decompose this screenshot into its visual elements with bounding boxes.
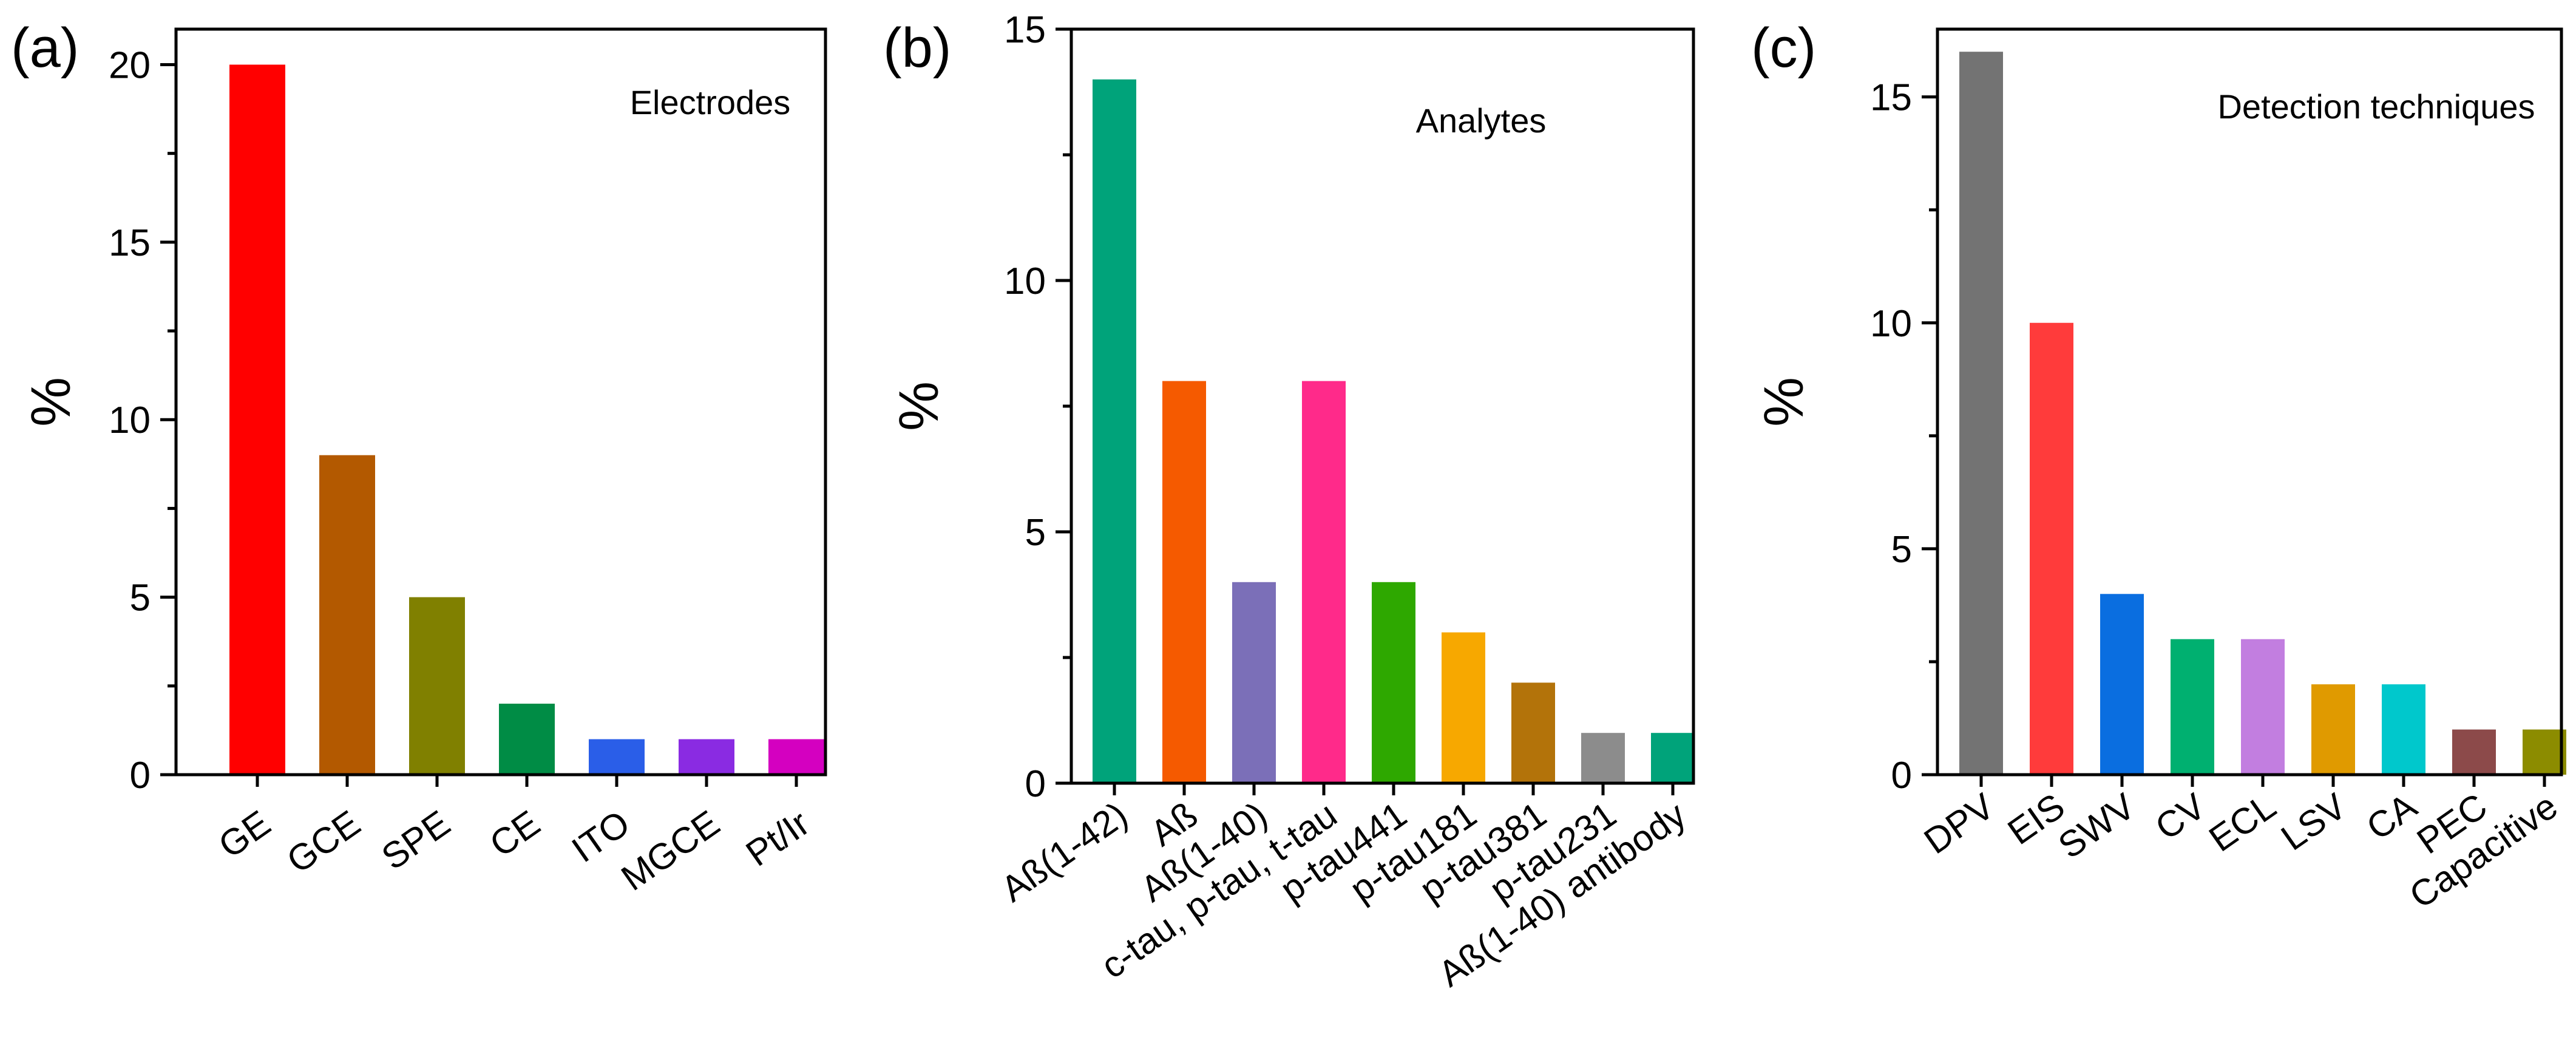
panel-label: (a) [11, 17, 79, 79]
y-tick-label: 10 [1870, 303, 1912, 345]
y-tick-label: 5 [1025, 512, 1046, 554]
bar-a-1-40- [1232, 582, 1276, 783]
bar-lsv [2311, 684, 2355, 775]
x-category-label: Pt/Ir [739, 803, 817, 874]
bar-ge [229, 64, 285, 775]
x-category-label: CA [2359, 786, 2424, 848]
plot-frame [174, 27, 827, 777]
y-tick-label: 10 [1004, 260, 1046, 302]
y-tick-label: 0 [1025, 763, 1046, 805]
bar-ecl [2241, 639, 2285, 775]
x-category-label: Aß(1-42) [994, 794, 1134, 910]
bar-spe [409, 597, 465, 775]
x-category-label: MGCE [614, 803, 727, 899]
x-category-label: DPV [1917, 786, 2001, 862]
y-axis-title: % [888, 381, 950, 431]
bar-eis [2030, 322, 2073, 775]
bar-a-1-40-antibody [1651, 733, 1695, 783]
y-tick-label: 0 [130, 755, 151, 797]
bar-ca [2382, 684, 2425, 775]
chart-title: Electrodes [630, 83, 791, 121]
y-tick-label: 10 [109, 399, 151, 441]
bar-p-tau181 [1442, 632, 1485, 783]
bar-cv [2171, 639, 2214, 775]
y-tick-label: 0 [1891, 755, 1912, 797]
bar-gce [319, 455, 375, 775]
panel-label: (c) [1751, 17, 1816, 79]
x-category-label: LSV [2274, 786, 2353, 858]
y-tick-label: 20 [109, 44, 151, 86]
bar-dpv [1959, 52, 2003, 775]
bar-pt-ir [768, 739, 824, 775]
bar-ito [589, 739, 645, 775]
bar-pec [2452, 729, 2496, 775]
plot-frame [1936, 27, 2563, 777]
y-tick-label: 15 [1870, 77, 1912, 119]
bar-capacitive [2523, 729, 2566, 775]
x-category-label: CV [2148, 786, 2213, 848]
x-category-label: GE [211, 803, 277, 866]
bar-p-tau231 [1581, 733, 1625, 783]
y-axis-title: % [20, 377, 82, 427]
x-category-label: GCE [280, 803, 368, 881]
y-tick-label: 15 [109, 222, 151, 264]
y-axis-title: % [1753, 377, 1815, 427]
chart-title: Detection techniques [2217, 87, 2535, 126]
x-category-label: SPE [375, 803, 458, 878]
bar-swv [2100, 594, 2144, 775]
x-category-label: SWV [2051, 786, 2142, 866]
bar-a-1-42- [1093, 79, 1136, 783]
y-tick-label: 5 [130, 577, 151, 619]
chart-title: Analytes [1416, 101, 1547, 140]
bar-ce [499, 704, 555, 775]
y-tick-label: 15 [1004, 9, 1046, 51]
x-category-label: ECL [2201, 786, 2283, 860]
bar-a- [1162, 381, 1206, 783]
bar-mgce [679, 739, 734, 775]
bar-p-tau381 [1511, 682, 1555, 783]
y-tick-label: 5 [1891, 529, 1912, 571]
x-category-label: CE [483, 803, 547, 865]
bar-c-tau-p-tau-t-tau [1302, 381, 1346, 783]
panel-label: (b) [883, 17, 951, 79]
bar-p-tau441 [1372, 582, 1415, 783]
